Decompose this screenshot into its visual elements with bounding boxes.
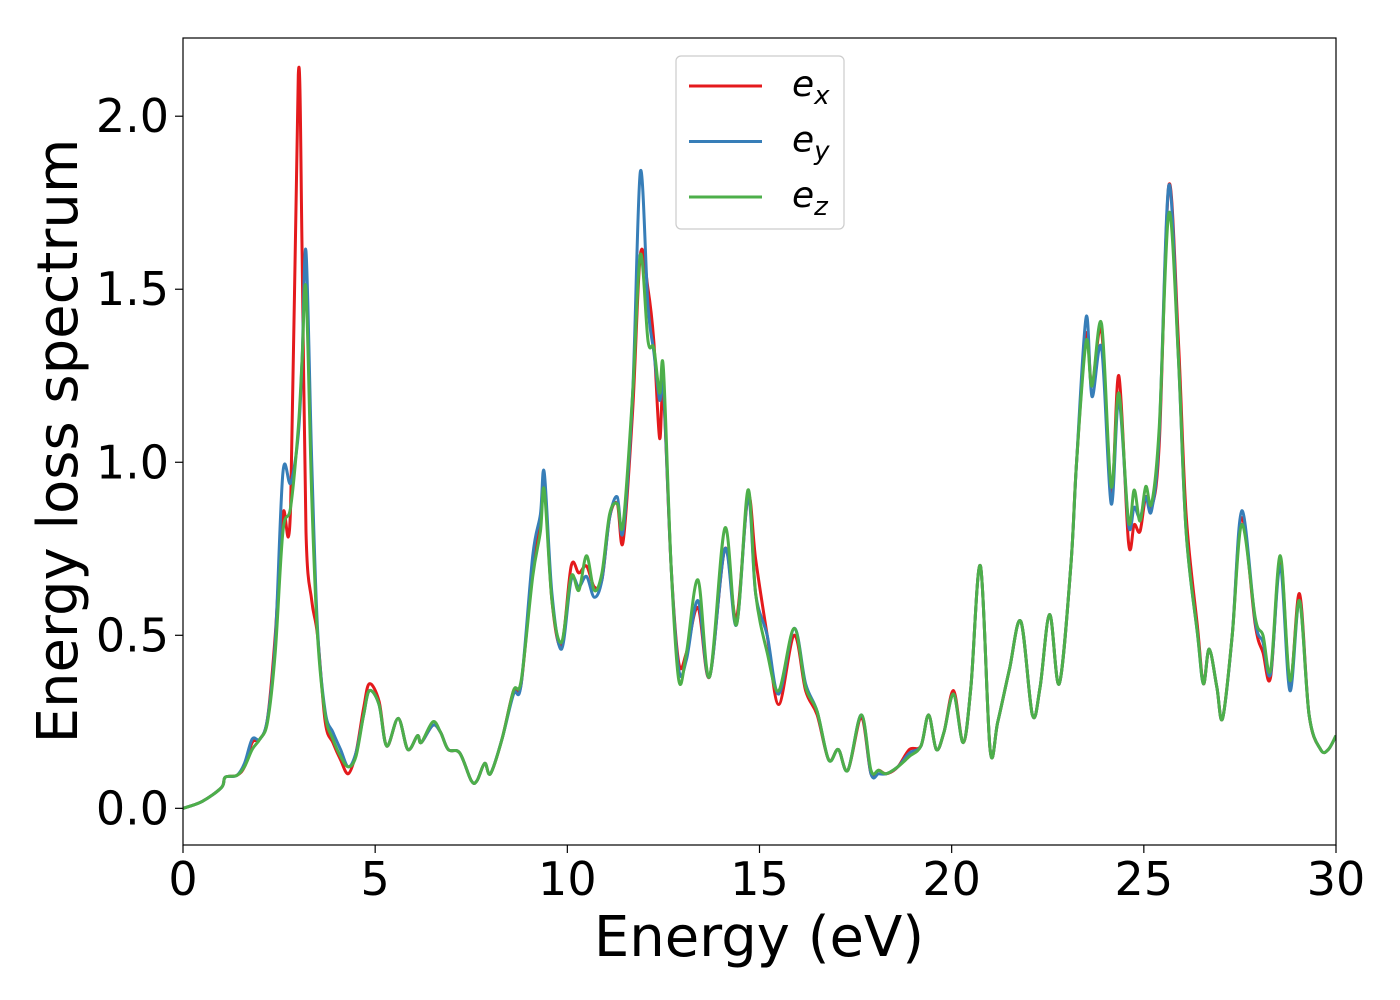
y-tick-label: 2.0 <box>96 89 169 143</box>
x-axis-label: Energy (eV) <box>594 905 924 970</box>
x-tick-label: 15 <box>730 852 789 906</box>
x-tick-label: 20 <box>922 852 981 906</box>
y-tick-label: 1.0 <box>96 435 169 489</box>
y-tick-label: 0.5 <box>96 608 169 662</box>
y-axis-label: Energy loss spectrum <box>26 139 91 744</box>
legend-label: ez <box>792 175 829 222</box>
x-tick-label: 0 <box>168 852 197 906</box>
y-tick-label: 0.0 <box>96 781 169 835</box>
y-tick-label: 1.5 <box>96 262 169 316</box>
x-tick-label: 5 <box>361 852 390 906</box>
x-tick-label: 25 <box>1115 852 1174 906</box>
x-tick-label: 30 <box>1307 852 1366 906</box>
legend-label: ex <box>792 64 830 111</box>
series-line <box>183 210 1336 810</box>
x-tick-label: 10 <box>538 852 597 906</box>
plot-area <box>183 65 1336 810</box>
legend-label: ey <box>792 120 830 167</box>
